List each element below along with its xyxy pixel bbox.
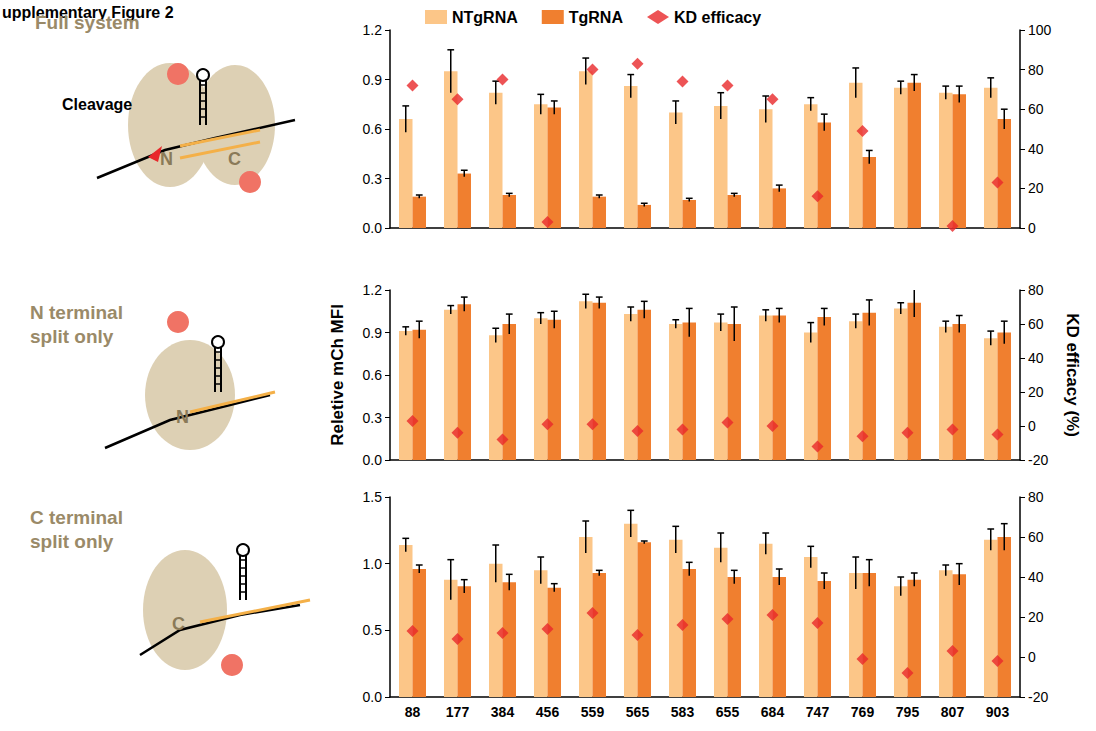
svg-text:60: 60 bbox=[1028, 101, 1044, 117]
svg-text:559: 559 bbox=[581, 704, 605, 720]
svg-text:N: N bbox=[176, 407, 189, 427]
svg-text:-20: -20 bbox=[1028, 452, 1048, 468]
svg-text:80: 80 bbox=[1028, 489, 1044, 505]
svg-text:1.2: 1.2 bbox=[363, 22, 383, 38]
svg-text:split only: split only bbox=[30, 326, 114, 347]
svg-text:C: C bbox=[228, 149, 241, 169]
svg-text:769: 769 bbox=[851, 704, 875, 720]
svg-text:Cleavage: Cleavage bbox=[62, 96, 132, 113]
svg-text:0.9: 0.9 bbox=[363, 72, 383, 88]
svg-text:-20: -20 bbox=[1028, 689, 1048, 705]
svg-text:TgRNA: TgRNA bbox=[569, 9, 624, 26]
svg-text:1.5: 1.5 bbox=[363, 489, 383, 505]
svg-text:20: 20 bbox=[1028, 384, 1044, 400]
svg-text:795: 795 bbox=[896, 704, 920, 720]
svg-text:20: 20 bbox=[1028, 609, 1044, 625]
svg-text:0.3: 0.3 bbox=[363, 171, 383, 187]
svg-text:0.3: 0.3 bbox=[363, 410, 383, 426]
svg-text:565: 565 bbox=[626, 704, 650, 720]
svg-text:40: 40 bbox=[1028, 141, 1044, 157]
svg-text:NTgRNA: NTgRNA bbox=[452, 9, 518, 26]
svg-text:20: 20 bbox=[1028, 180, 1044, 196]
svg-text:0.9: 0.9 bbox=[363, 325, 383, 341]
svg-text:upplementary Figure 2: upplementary Figure 2 bbox=[2, 3, 174, 21]
svg-text:807: 807 bbox=[941, 704, 965, 720]
svg-text:177: 177 bbox=[446, 704, 470, 720]
svg-text:0.6: 0.6 bbox=[363, 121, 383, 137]
svg-text:583: 583 bbox=[671, 704, 695, 720]
svg-text:0: 0 bbox=[1028, 220, 1036, 236]
svg-text:456: 456 bbox=[536, 704, 560, 720]
svg-text:C terminal: C terminal bbox=[30, 507, 128, 528]
svg-text:C: C bbox=[172, 614, 185, 634]
svg-text:100: 100 bbox=[1028, 22, 1052, 38]
svg-text:384: 384 bbox=[491, 704, 515, 720]
svg-text:N terminal: N terminal bbox=[30, 302, 128, 323]
svg-text:0: 0 bbox=[1028, 418, 1036, 434]
svg-text:88: 88 bbox=[405, 704, 421, 720]
svg-text:1.0: 1.0 bbox=[363, 556, 383, 572]
svg-text:0.0: 0.0 bbox=[363, 689, 383, 705]
svg-text:40: 40 bbox=[1028, 569, 1044, 585]
svg-text:0.5: 0.5 bbox=[363, 622, 383, 638]
svg-text:0.0: 0.0 bbox=[363, 220, 383, 236]
svg-text:60: 60 bbox=[1028, 529, 1044, 545]
svg-text:903: 903 bbox=[986, 704, 1010, 720]
svg-text:0: 0 bbox=[1028, 649, 1036, 665]
svg-text:60: 60 bbox=[1028, 316, 1044, 332]
svg-text:80: 80 bbox=[1028, 62, 1044, 78]
svg-text:684: 684 bbox=[761, 704, 785, 720]
svg-text:80: 80 bbox=[1028, 282, 1044, 298]
svg-text:N: N bbox=[160, 149, 173, 169]
svg-text:747: 747 bbox=[806, 704, 830, 720]
svg-text:KD efficacy (%): KD efficacy (%) bbox=[1063, 313, 1082, 437]
svg-text:0.0: 0.0 bbox=[363, 452, 383, 468]
svg-text:0.6: 0.6 bbox=[363, 367, 383, 383]
svg-text:655: 655 bbox=[716, 704, 740, 720]
svg-text:1.2: 1.2 bbox=[363, 282, 383, 298]
svg-text:Reletive mCh MFI: Reletive mCh MFI bbox=[328, 304, 347, 446]
svg-text:KD efficacy: KD efficacy bbox=[674, 9, 761, 26]
svg-text:Full system: Full system bbox=[35, 12, 140, 33]
svg-text:split only: split only bbox=[30, 531, 114, 552]
svg-text:40: 40 bbox=[1028, 350, 1044, 366]
